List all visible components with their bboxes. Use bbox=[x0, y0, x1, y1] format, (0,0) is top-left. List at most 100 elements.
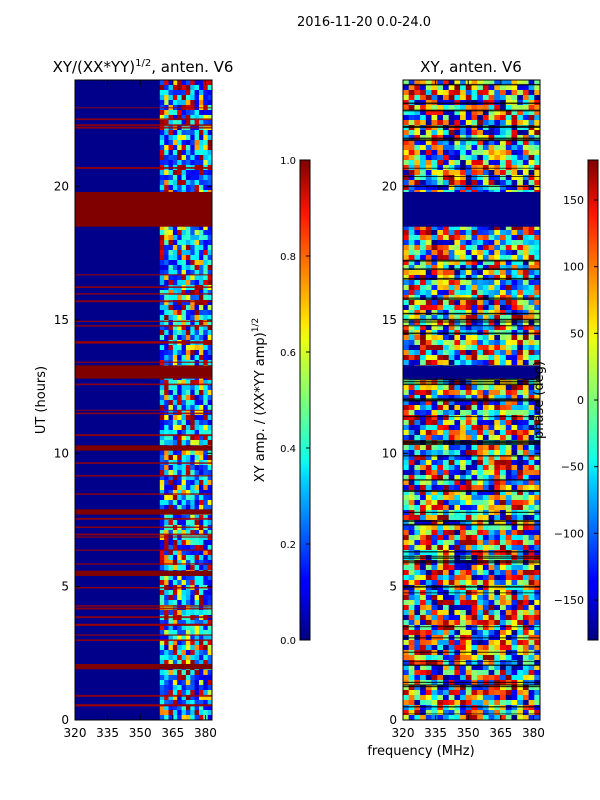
phase-cell bbox=[431, 115, 438, 121]
phase-cell bbox=[517, 600, 524, 606]
amplitude-cell bbox=[172, 470, 178, 476]
amplitude-cell bbox=[181, 545, 187, 551]
phase-cell bbox=[437, 415, 444, 421]
phase-cell bbox=[437, 695, 444, 701]
phase-cell bbox=[477, 285, 484, 291]
amplitude-cell bbox=[164, 505, 169, 511]
phase-cell bbox=[414, 380, 421, 386]
amplitude-cell bbox=[172, 315, 178, 321]
phase-cell bbox=[414, 660, 421, 666]
phase-cell bbox=[528, 570, 535, 576]
phase-cell bbox=[414, 605, 421, 611]
phase-cell bbox=[511, 655, 518, 661]
amplitude-cell bbox=[159, 115, 165, 121]
phase-cell bbox=[420, 565, 427, 571]
phase-cell bbox=[488, 170, 495, 176]
phase-cell bbox=[403, 490, 410, 496]
phase-cell bbox=[443, 520, 450, 526]
phase-cell bbox=[505, 180, 512, 186]
amplitude-cell bbox=[194, 150, 200, 156]
phase-cell bbox=[425, 230, 432, 236]
phase-cell bbox=[500, 540, 507, 546]
amplitude-cell bbox=[190, 115, 195, 121]
phase-cell bbox=[431, 620, 438, 626]
amplitude-cell bbox=[203, 150, 208, 156]
phase-cell bbox=[477, 225, 484, 231]
phase-cell bbox=[437, 465, 444, 471]
phase-cell bbox=[448, 250, 455, 256]
amplitude-cell bbox=[181, 100, 187, 106]
phase-cell bbox=[420, 600, 427, 606]
phase-cell bbox=[477, 305, 484, 311]
amplitude-cell bbox=[194, 135, 200, 141]
phase-colorbar-tick-label: 50 bbox=[570, 327, 584, 340]
phase-cell bbox=[522, 640, 529, 646]
phase-cell bbox=[488, 410, 495, 416]
phase-cell bbox=[522, 600, 529, 606]
phase-cell bbox=[494, 315, 501, 321]
phase-cell bbox=[443, 280, 450, 286]
phase-cell bbox=[414, 695, 421, 701]
phase-cell bbox=[505, 470, 512, 476]
phase-cell bbox=[517, 315, 524, 321]
phase-cell bbox=[448, 540, 455, 546]
phase-cell bbox=[471, 625, 478, 631]
phase-cell bbox=[408, 535, 415, 541]
amplitude-cell bbox=[194, 680, 200, 686]
amplitude-cell bbox=[159, 530, 165, 536]
phase-cell bbox=[431, 350, 438, 356]
phase-cell bbox=[471, 425, 478, 431]
amplitude-cell bbox=[207, 245, 213, 251]
phase-cell bbox=[482, 655, 489, 661]
amplitude-cell bbox=[164, 590, 169, 596]
phase-cell bbox=[437, 390, 444, 396]
amplitude-cell bbox=[194, 695, 200, 701]
phase-cell bbox=[408, 95, 415, 101]
phase-cell bbox=[517, 435, 524, 441]
amplitude-cell bbox=[207, 145, 213, 151]
amplitude-cell bbox=[164, 350, 169, 356]
phase-cell bbox=[454, 90, 461, 96]
amplitude-cell bbox=[164, 335, 169, 341]
amplitude-cell bbox=[203, 645, 208, 651]
amplitude-cell bbox=[181, 640, 187, 646]
amplitude-cell bbox=[177, 575, 182, 581]
phase-cell bbox=[528, 275, 535, 281]
amplitude-cell bbox=[207, 310, 213, 316]
amplitude-cell bbox=[190, 590, 195, 596]
amplitude-cell bbox=[164, 380, 169, 386]
phase-cell bbox=[471, 280, 478, 286]
phase-cell bbox=[488, 460, 495, 466]
phase-cell bbox=[414, 710, 421, 716]
amplitude-cell bbox=[194, 320, 200, 326]
phase-cell bbox=[477, 155, 484, 161]
phase-cell bbox=[414, 185, 421, 191]
phase-cell bbox=[443, 455, 450, 461]
phase-cell bbox=[534, 475, 541, 481]
amplitude-cell bbox=[159, 120, 165, 126]
amplitude-cell bbox=[172, 675, 178, 681]
amplitude-cell bbox=[168, 550, 174, 556]
phase-cell bbox=[511, 85, 518, 91]
phase-cell bbox=[534, 455, 541, 461]
phase-cell bbox=[403, 505, 410, 511]
phase-cell bbox=[482, 475, 489, 481]
amplitude-cell bbox=[172, 385, 178, 391]
amplitude-cell bbox=[203, 415, 208, 421]
phase-cell bbox=[477, 715, 484, 721]
amplitude-cell bbox=[159, 250, 165, 256]
phase-cell bbox=[522, 615, 529, 621]
phase-cell bbox=[500, 475, 507, 481]
amplitude-cell bbox=[199, 685, 204, 691]
amplitude-cell bbox=[194, 480, 200, 486]
phase-cell bbox=[448, 360, 455, 366]
amplitude-streak bbox=[75, 126, 212, 129]
phase-cell bbox=[528, 290, 535, 296]
phase-cell bbox=[465, 105, 472, 111]
phase-cell bbox=[465, 170, 472, 176]
phase-cell bbox=[522, 145, 529, 151]
phase-cell bbox=[471, 505, 478, 511]
phase-cell bbox=[500, 410, 507, 416]
phase-cell bbox=[477, 700, 484, 706]
phase-cell bbox=[420, 605, 427, 611]
